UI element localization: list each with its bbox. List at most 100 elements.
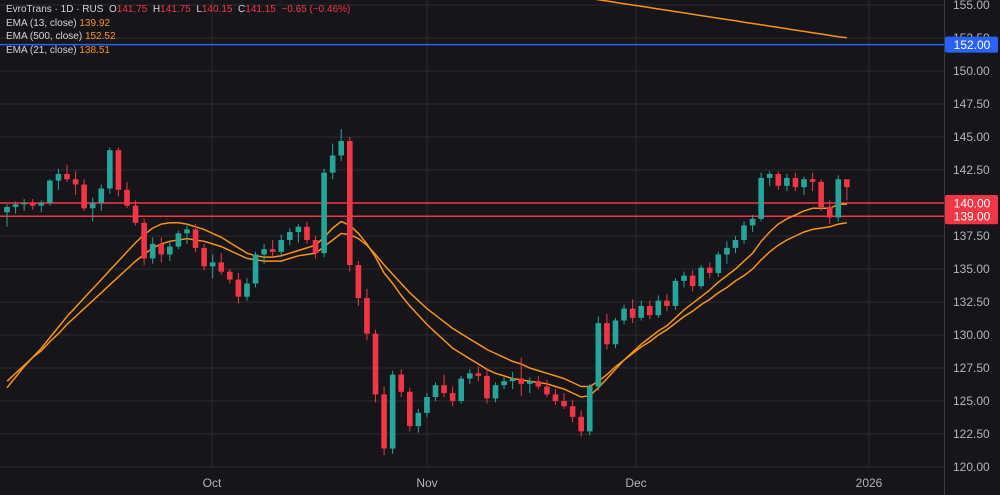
candle[interactable] (389, 370, 396, 454)
candle[interactable] (355, 261, 362, 306)
candle[interactable] (612, 317, 619, 349)
candle[interactable] (12, 201, 19, 214)
candle[interactable] (604, 313, 610, 350)
candle[interactable] (406, 387, 413, 432)
candle[interactable] (149, 237, 156, 264)
candle[interactable] (844, 179, 850, 201)
candle[interactable] (192, 224, 199, 252)
candle[interactable] (544, 379, 550, 398)
candle[interactable] (432, 382, 439, 401)
candle[interactable] (749, 214, 756, 233)
candle[interactable] (175, 230, 182, 250)
candle[interactable] (218, 253, 225, 275)
candle[interactable] (364, 288, 370, 341)
candle[interactable] (338, 129, 345, 161)
candle[interactable] (424, 393, 430, 417)
price-axis[interactable]: 120.00 122.50 125.00 127.50 130.00 132.50 135.… (953, 0, 990, 474)
candle[interactable] (552, 389, 559, 405)
candle[interactable] (629, 299, 636, 324)
candle[interactable] (672, 278, 679, 310)
candle[interactable] (492, 382, 499, 403)
candle[interactable] (4, 204, 10, 227)
candles[interactable] (4, 129, 850, 456)
indicator-ema-21[interactable]: EMA (21, close) 138.51 (6, 44, 350, 58)
candle[interactable] (466, 369, 473, 384)
candle[interactable] (184, 225, 190, 244)
candle[interactable] (98, 184, 105, 211)
candle[interactable] (124, 181, 130, 209)
candle[interactable] (664, 294, 670, 312)
candle[interactable] (732, 236, 739, 254)
candle[interactable] (141, 218, 147, 266)
candle[interactable] (235, 272, 242, 304)
candle[interactable] (115, 147, 122, 197)
candle[interactable] (269, 239, 276, 258)
candle[interactable] (655, 295, 662, 318)
candle[interactable] (64, 164, 70, 182)
candle[interactable] (372, 329, 379, 403)
candle[interactable] (441, 374, 447, 398)
candle[interactable] (569, 399, 576, 423)
candle[interactable] (81, 179, 87, 211)
candle[interactable] (449, 386, 456, 407)
candle[interactable] (158, 237, 165, 263)
candle[interactable] (801, 176, 807, 196)
candle[interactable] (89, 197, 96, 222)
candle[interactable] (347, 137, 353, 272)
candle[interactable] (475, 366, 482, 382)
candle[interactable] (278, 234, 285, 258)
candle[interactable] (47, 179, 53, 206)
candle[interactable] (621, 304, 627, 325)
candle[interactable] (809, 172, 816, 192)
candle[interactable] (21, 199, 27, 211)
candle[interactable] (586, 383, 593, 436)
candle[interactable] (792, 172, 799, 192)
candle[interactable] (715, 251, 722, 277)
candle[interactable] (458, 375, 465, 404)
candle[interactable] (784, 173, 790, 192)
candle[interactable] (578, 410, 584, 437)
candle[interactable] (304, 221, 310, 244)
candle[interactable] (38, 200, 45, 213)
candle[interactable] (167, 241, 173, 262)
candle[interactable] (501, 377, 507, 390)
candle[interactable] (775, 171, 782, 190)
candle[interactable] (561, 393, 567, 409)
indicator-ema-13[interactable]: EMA (13, close) 139.92 (6, 17, 350, 31)
candle[interactable] (646, 300, 653, 320)
candle[interactable] (72, 171, 79, 196)
candle[interactable] (252, 251, 259, 288)
candle[interactable] (398, 369, 405, 398)
candle[interactable] (381, 386, 387, 456)
candle[interactable] (287, 228, 293, 246)
candle[interactable] (329, 143, 336, 180)
candle[interactable] (244, 278, 250, 301)
candle[interactable] (595, 316, 602, 391)
candle[interactable] (201, 243, 207, 271)
candle[interactable] (689, 270, 696, 292)
candle[interactable] (321, 168, 327, 258)
candle[interactable] (766, 171, 773, 186)
candle[interactable] (209, 254, 216, 279)
candle[interactable] (698, 265, 704, 289)
candle[interactable] (261, 243, 267, 264)
candle[interactable] (818, 179, 824, 211)
indicator-ema-500[interactable]: EMA (500, close) 152.52 (6, 30, 350, 44)
candle[interactable] (741, 221, 747, 244)
candle[interactable] (484, 368, 490, 404)
candle[interactable] (526, 377, 533, 394)
candle[interactable] (29, 199, 36, 210)
candle[interactable] (227, 269, 233, 284)
candle[interactable] (55, 168, 62, 190)
candle[interactable] (295, 224, 302, 243)
candle[interactable] (826, 200, 833, 225)
candle[interactable] (706, 262, 713, 279)
candle[interactable] (681, 271, 687, 288)
candle[interactable] (132, 200, 139, 226)
candle[interactable] (509, 371, 516, 390)
time-axis[interactable]: Oct Nov Dec 2026 (203, 476, 883, 490)
horizontal-lines[interactable] (0, 43, 944, 217)
candle[interactable] (638, 300, 644, 321)
candle[interactable] (835, 175, 842, 222)
